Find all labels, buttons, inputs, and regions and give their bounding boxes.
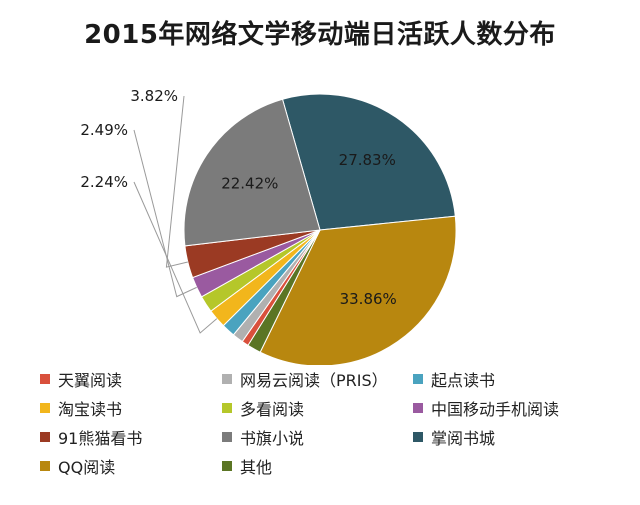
legend-label: 书旗小说 xyxy=(240,429,305,448)
legend-label: 多看阅读 xyxy=(240,400,305,419)
legend-label: 其他 xyxy=(240,458,273,477)
legend-swatch xyxy=(222,432,232,442)
leader-line-taobao xyxy=(133,181,218,334)
legend-item-duokan: 多看阅读 xyxy=(222,397,304,419)
data-label-shuqi: 22.42% xyxy=(221,174,278,192)
legend-swatch xyxy=(222,403,232,413)
legend-swatch xyxy=(413,374,423,384)
legend-item-shuqi: 书旗小说 xyxy=(222,426,304,448)
data-label-taobao: 2.24% xyxy=(80,173,128,191)
data-label-qq: 33.86% xyxy=(340,290,397,308)
legend-item-cmread: 中国移动手机阅读 xyxy=(413,397,559,419)
legend-item-wangyi: 网易云阅读（PRIS） xyxy=(222,368,388,390)
legend-label: 起点读书 xyxy=(431,371,496,390)
legend-swatch xyxy=(40,374,50,384)
legend-swatch xyxy=(40,432,50,442)
legend-label: QQ阅读 xyxy=(58,458,116,477)
legend-label: 中国移动手机阅读 xyxy=(431,400,560,419)
legend-swatch xyxy=(40,403,50,413)
data-label-panda91: 3.82% xyxy=(130,87,178,105)
leader-line-panda91 xyxy=(165,95,188,268)
legend-swatch xyxy=(40,461,50,471)
legend-swatch xyxy=(413,432,423,442)
pie-slice-zhangyue xyxy=(281,93,456,231)
legend-item-qq: QQ阅读 xyxy=(40,455,115,477)
legend-swatch xyxy=(222,374,232,384)
legend-label: 淘宝读书 xyxy=(58,400,123,419)
pie-chart: 27.83% 33.86% 2.24% 2.49%3.82% 22.42% xyxy=(80,87,457,365)
legend-label: 91熊猫看书 xyxy=(58,429,143,448)
data-label-cmread: 2.49% xyxy=(80,121,128,139)
legend-label: 天翼阅读 xyxy=(58,371,123,390)
leader-line-cmread xyxy=(133,129,197,298)
legend-swatch xyxy=(413,403,423,413)
legend-label: 网易云阅读（PRIS） xyxy=(240,371,388,390)
legend-label: 掌阅书城 xyxy=(431,429,496,448)
pie-slice-qq xyxy=(259,215,457,365)
pie-slice-shuqi xyxy=(183,98,321,247)
chart-title: 2015年网络文学移动端日活跃人数分布 xyxy=(84,20,556,50)
legend-item-tianyi: 天翼阅读 xyxy=(40,368,122,390)
legend-item-panda91: 91熊猫看书 xyxy=(40,426,142,448)
legend-item-qidian: 起点读书 xyxy=(413,368,495,390)
legend-swatch xyxy=(222,461,232,471)
legend-item-other: 其他 xyxy=(222,455,272,477)
legend-item-taobao: 淘宝读书 xyxy=(40,397,122,419)
legend-item-zhangyue: 掌阅书城 xyxy=(413,426,495,448)
data-label-zhangyue: 27.83% xyxy=(339,151,396,169)
